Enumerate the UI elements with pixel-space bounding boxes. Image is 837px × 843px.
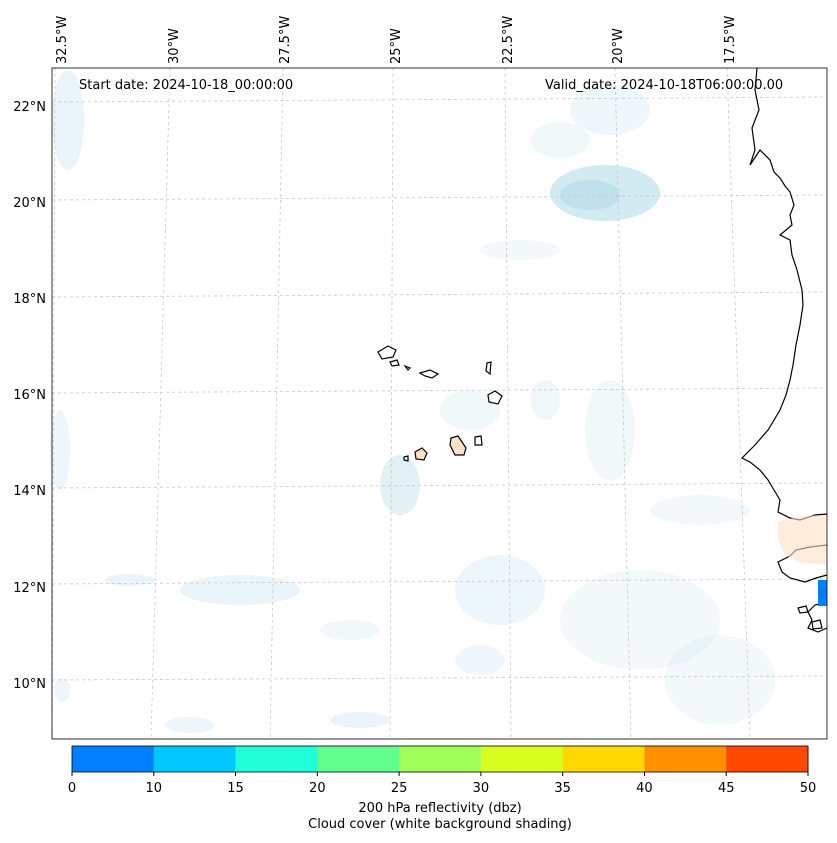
grid-line-lon-25 — [389, 67, 394, 740]
reflectivity-cell — [818, 580, 827, 606]
colorbar-tick-label: 40 — [636, 781, 653, 796]
lon-label-22-5: 22.5°W — [501, 16, 516, 64]
grid-line-lon-27-5 — [269, 67, 284, 740]
cape-verde-islands — [377, 345, 503, 462]
colorbar-segment — [235, 746, 318, 772]
bijagos-islands — [797, 605, 823, 630]
lat-label-10: 10°N — [13, 677, 46, 692]
lon-label-20: 20°W — [611, 28, 626, 64]
lat-label-20: 20°N — [13, 196, 46, 211]
colorbar-tick-label: 45 — [718, 781, 735, 796]
colorbar-label-line1: 200 hPa reflectivity (dbz) — [358, 801, 522, 816]
island-santa-luzia — [403, 364, 412, 371]
valid-date-label: Valid_date: 2024-10-18T06:00:00.00 — [545, 78, 784, 93]
colorbar-segment — [562, 746, 645, 772]
grid-line-lon-32-5 — [51, 67, 56, 740]
senegal-land-shading — [778, 515, 827, 565]
map-background — [52, 68, 827, 739]
island-santo-antao — [377, 345, 397, 360]
colorbar-tick-label: 10 — [146, 781, 163, 796]
colorbar-tick-label: 35 — [554, 781, 571, 796]
colorbar-label-line2: Cloud cover (white background shading) — [308, 817, 572, 832]
colorbar-segment — [399, 746, 482, 772]
colorbar-border — [71, 745, 809, 773]
colorbar-tick-label: 50 — [800, 781, 817, 796]
grid-line-lon-22-5 — [504, 67, 512, 740]
island-sao-vicente — [389, 359, 400, 367]
latitude-labels: 22°N 20°N 18°N 16°N 14°N 12°N 10°N — [13, 100, 46, 692]
colorbar: 0 10 15 20 25 30 35 40 45 50 — [68, 745, 817, 796]
map-frame — [51, 67, 828, 740]
colorbar-tick-label: 30 — [473, 781, 490, 796]
lon-label-30: 30°W — [167, 28, 182, 64]
colorbar-segment — [480, 746, 564, 772]
lat-label-18: 18°N — [13, 292, 46, 307]
grid-line-lon-17-5 — [726, 67, 751, 740]
lon-label-32-5: 32.5°W — [55, 16, 70, 64]
colorbar-segment — [72, 746, 155, 772]
colorbar-segment — [644, 746, 727, 772]
colorbar-tick-label: 0 — [68, 781, 76, 796]
colorbar-title: 200 hPa reflectivity (dbz) Cloud cover (… — [72, 801, 808, 833]
colorbar-tick-label: 15 — [227, 781, 244, 796]
island-boa-vista — [487, 390, 503, 405]
island-brava — [403, 455, 409, 462]
lon-label-17-5: 17.5°W — [723, 16, 738, 64]
island-santiago — [449, 435, 467, 456]
island-fogo — [414, 447, 428, 461]
guinea-bissau-coast — [807, 601, 828, 633]
lon-label-25: 25°W — [389, 28, 404, 64]
grid-line-lon-30 — [150, 67, 171, 740]
colorbar-tick-label: 25 — [391, 781, 408, 796]
start-date-label: Start date: 2024-10-18_00:00:00 — [79, 78, 294, 93]
island-sal — [485, 361, 492, 376]
lat-label-12: 12°N — [13, 581, 46, 596]
lat-label-14: 14°N — [13, 484, 46, 499]
colorbar-segment — [317, 746, 400, 772]
lat-label-22: 22°N — [13, 100, 46, 115]
grid-line-lon-20 — [614, 67, 632, 740]
lon-label-27-5: 27.5°W — [278, 16, 293, 64]
island-sao-nicolau — [418, 369, 440, 379]
island-maio — [474, 435, 483, 446]
africa-coast — [740, 67, 828, 521]
colorbar-segment — [726, 746, 809, 772]
longitude-labels: 32.5°W 30°W 27.5°W 25°W 22.5°W 20°W 17.5… — [55, 16, 738, 64]
lat-label-16: 16°N — [13, 388, 46, 403]
colorbar-tick-label: 20 — [309, 781, 326, 796]
graticule — [51, 67, 828, 740]
colorbar-segment — [153, 746, 237, 772]
